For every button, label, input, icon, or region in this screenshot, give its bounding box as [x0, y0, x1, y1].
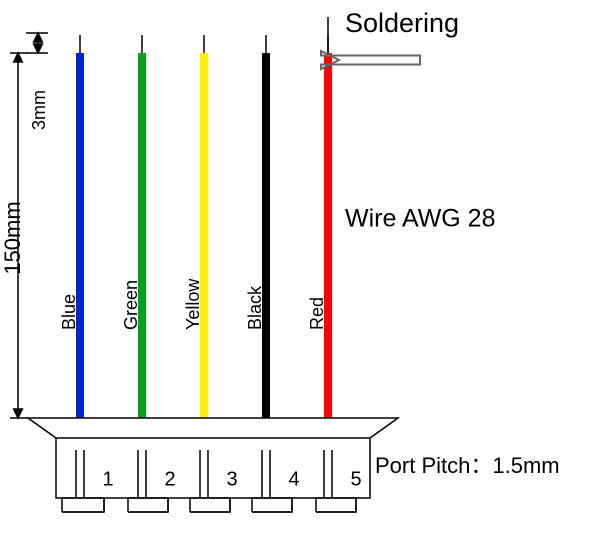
- wire-red: [324, 53, 332, 438]
- port-number-4: 4: [288, 468, 299, 490]
- label-wire-awg: Wire AWG 28: [345, 205, 496, 233]
- port-number-3: 3: [226, 468, 237, 490]
- label-soldering: Soldering: [345, 8, 459, 38]
- port-number-5: 5: [350, 468, 361, 490]
- port-number-1: 1: [102, 468, 113, 490]
- dim-3mm: 3mm: [29, 90, 49, 130]
- dim-150mm: 150mm: [0, 201, 25, 274]
- wire-label-red: Red: [307, 297, 327, 330]
- wire-label-green: Green: [121, 280, 141, 330]
- wire-black: [262, 53, 270, 438]
- wire-yellow: [200, 53, 208, 438]
- wire-label-black: Black: [245, 285, 265, 330]
- wire-green: [138, 53, 146, 438]
- wire-label-blue: Blue: [59, 294, 79, 330]
- wire-label-yellow: Yellow: [183, 278, 203, 330]
- label-port-pitch: Port Pitch：1.5mm: [375, 453, 560, 478]
- port-number-2: 2: [164, 468, 175, 490]
- wire-blue: [76, 53, 84, 438]
